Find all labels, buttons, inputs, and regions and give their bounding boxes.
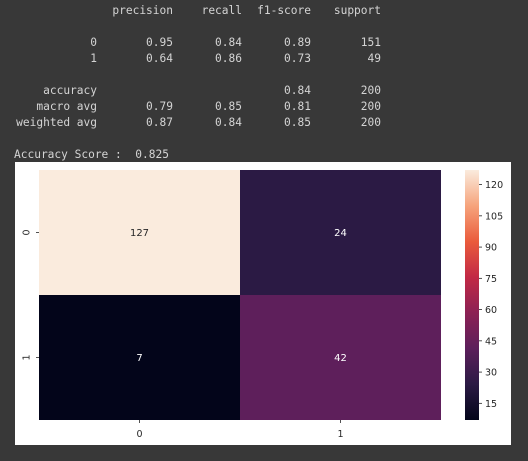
- report-cell-precision: 0.79: [146, 100, 173, 113]
- confusion-matrix-figure: 127 24 7 42 0 1 0 1 120 105 90 75 60 45 30 15: [15, 162, 511, 445]
- report-cell-precision: 0.87: [146, 116, 173, 129]
- report-cell-support: 200: [360, 100, 381, 113]
- y-tick-label: 1: [22, 354, 33, 360]
- colorbar: [465, 170, 479, 420]
- colorbar-tick-label: 60: [485, 305, 497, 316]
- colorbar-tick-label: 75: [485, 274, 497, 285]
- heatmap-cell-value: 42: [334, 353, 347, 364]
- report-class-row: 1 0.64 0.86 0.73 49: [0, 51, 528, 67]
- report-column-header: precision: [112, 4, 173, 17]
- heatmap-cell: [39, 295, 240, 420]
- heatmap-cell: [240, 170, 441, 295]
- heatmap-cell-value: 7: [136, 353, 142, 364]
- accuracy-score-line: Accuracy Score : 0.825: [14, 147, 169, 163]
- report-cell-f1: 0.89: [284, 36, 311, 49]
- heatmap-cell: [240, 295, 441, 420]
- report-cell-support: 200: [360, 116, 381, 129]
- colorbar-tick-label: 45: [485, 336, 497, 347]
- y-tick-label: 0: [22, 229, 33, 235]
- report-cell-recall: 0.86: [215, 52, 242, 65]
- report-cell-recall: 0.84: [215, 116, 242, 129]
- colorbar-tick-label: 90: [485, 243, 497, 254]
- report-header: precision recall f1-score support: [0, 3, 528, 19]
- report-row-label: 1: [90, 52, 97, 65]
- report-cell-precision: 0.95: [146, 36, 173, 49]
- report-column-header: support: [333, 4, 381, 17]
- heatmap-cell: [39, 170, 240, 295]
- accuracy-score-label: Accuracy Score :: [14, 148, 122, 161]
- heatmap-cell-value: 24: [334, 228, 347, 239]
- colorbar-tick-label: 105: [485, 211, 503, 222]
- report-row-label: weighted avg: [16, 116, 97, 129]
- report-summary-row: macro avg 0.79 0.85 0.81 200: [0, 99, 528, 115]
- report-cell-support: 151: [360, 36, 381, 49]
- report-column-header: f1-score: [257, 4, 311, 17]
- report-cell-recall: 0.85: [215, 100, 242, 113]
- heatmap-cell-value: 127: [130, 228, 149, 239]
- confusion-matrix-heatmap: 127 24 7 42 0 1 0 1 120 105 90 75 60 45 30 15: [22, 170, 503, 440]
- x-tick-label: 1: [337, 429, 343, 440]
- report-cell-support: 49: [367, 52, 381, 65]
- report-cell-precision: 0.64: [146, 52, 173, 65]
- report-row-label: 0: [90, 36, 97, 49]
- report-summary-row: accuracy 0.84 200: [0, 83, 528, 99]
- report-cell-support: 200: [360, 84, 381, 97]
- accuracy-score-value: 0.825: [135, 148, 169, 161]
- colorbar-tick-label: 120: [485, 180, 503, 191]
- report-cell-f1: 0.84: [284, 84, 311, 97]
- report-row-label: macro avg: [36, 100, 97, 113]
- report-column-header: recall: [201, 4, 242, 17]
- report-spacer: [0, 19, 528, 35]
- report-summary-row: weighted avg 0.87 0.84 0.85 200: [0, 115, 528, 131]
- report-cell-f1: 0.73: [284, 52, 311, 65]
- report-spacer: [0, 67, 528, 83]
- report-cell-f1: 0.81: [284, 100, 311, 113]
- classification-report: precision recall f1-score support 0 0.95 0.84 0…: [0, 3, 528, 131]
- colorbar-tick-label: 30: [485, 368, 497, 379]
- colorbar-tick-label: 15: [485, 399, 497, 410]
- report-cell-f1: 0.85: [284, 116, 311, 129]
- report-class-row: 0 0.95 0.84 0.89 151: [0, 35, 528, 51]
- report-cell-recall: 0.84: [215, 36, 242, 49]
- report-row-label: accuracy: [43, 84, 97, 97]
- x-tick-label: 0: [136, 429, 142, 440]
